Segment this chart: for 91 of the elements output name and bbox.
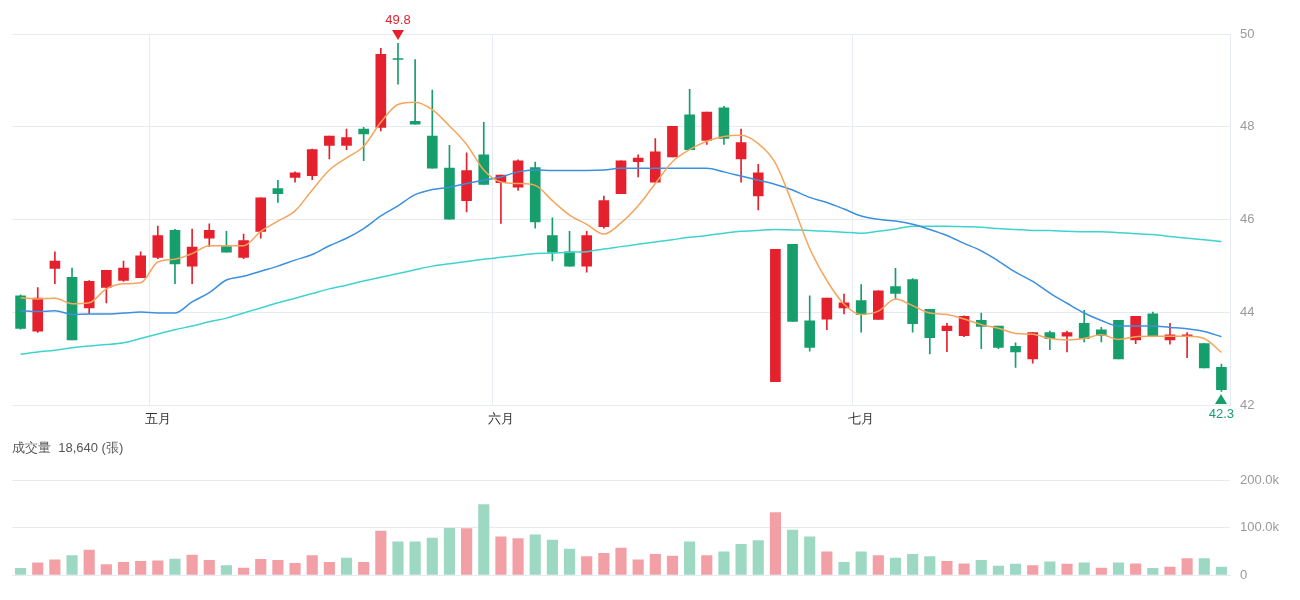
bar — [975, 560, 987, 575]
bar — [255, 559, 267, 575]
line-series — [19, 101, 1223, 354]
x-tick-label: 五月 — [144, 410, 171, 426]
bar — [718, 551, 730, 575]
y-tick-label: 0 — [1240, 566, 1248, 582]
bar — [1181, 558, 1193, 575]
bar — [512, 538, 524, 575]
bar — [546, 539, 558, 575]
y-tick-label: 50 — [1240, 25, 1255, 41]
bar — [409, 541, 421, 575]
bar — [821, 551, 833, 575]
bar — [1164, 566, 1176, 575]
bar — [684, 541, 696, 575]
bar — [1130, 563, 1142, 575]
bar — [563, 548, 576, 575]
bar — [323, 561, 335, 575]
bar — [1009, 563, 1022, 575]
y-tick-label: 100.0k — [1240, 519, 1280, 535]
y-tick-label: 200.0k — [1240, 472, 1280, 488]
bar — [992, 565, 1004, 575]
bar — [152, 560, 164, 575]
bar — [804, 536, 816, 575]
annotation: 49.8 — [385, 12, 411, 28]
bar — [598, 552, 610, 575]
bar — [392, 541, 404, 575]
bar — [1078, 562, 1090, 575]
bar — [907, 553, 919, 575]
bar — [924, 556, 936, 575]
bar — [32, 562, 44, 575]
bar — [169, 558, 181, 575]
bar — [941, 561, 953, 575]
bar — [49, 559, 61, 575]
candlestick — [1198, 343, 1210, 369]
bar — [100, 564, 112, 575]
chart-title: 成交量 18,640 (張) — [12, 440, 124, 456]
bar — [1095, 567, 1107, 575]
bar — [872, 555, 884, 575]
bar — [461, 528, 473, 575]
bar — [1044, 561, 1056, 575]
bar — [426, 537, 438, 575]
annotation: 42.3 — [1208, 405, 1235, 421]
bar — [443, 527, 456, 575]
bar — [769, 512, 781, 575]
bar — [615, 547, 627, 575]
bar — [117, 561, 130, 575]
bar — [15, 568, 27, 575]
bar — [958, 563, 970, 575]
line-series — [19, 225, 1223, 356]
bar — [1112, 562, 1125, 575]
bar — [529, 534, 541, 575]
bar — [666, 555, 679, 575]
bar — [186, 554, 198, 575]
bar — [855, 551, 867, 575]
bar — [1147, 568, 1159, 575]
bar — [289, 562, 301, 575]
bar — [135, 561, 147, 575]
bar — [83, 549, 95, 575]
bar — [581, 556, 593, 575]
bar — [478, 504, 490, 575]
x-tick-label: 六月 — [487, 410, 514, 426]
candlestick — [872, 290, 884, 320]
bar — [340, 557, 353, 575]
bar — [66, 555, 78, 575]
bar — [1027, 565, 1039, 575]
bar — [786, 529, 799, 575]
bar — [358, 561, 370, 575]
y-tick-label: 46 — [1240, 211, 1255, 227]
bar — [238, 567, 250, 575]
y-tick-label: 42 — [1240, 396, 1255, 412]
bar — [220, 565, 233, 575]
bar — [375, 530, 387, 575]
candlestick — [958, 315, 970, 338]
bar — [889, 557, 902, 575]
y-tick-label: 44 — [1240, 304, 1255, 320]
y-tick-label: 48 — [1240, 118, 1255, 134]
bar — [752, 540, 764, 575]
bar — [306, 555, 318, 575]
bar — [1198, 558, 1210, 575]
bar — [649, 553, 661, 575]
bar — [838, 561, 850, 575]
bar — [735, 543, 747, 575]
bar — [1215, 566, 1227, 575]
bar — [632, 559, 644, 575]
bar — [203, 560, 215, 575]
candlestick — [615, 160, 627, 195]
bar — [1061, 563, 1073, 575]
bar — [701, 555, 713, 575]
bar — [495, 536, 507, 575]
x-tick-label: 七月 — [848, 410, 875, 426]
bar — [272, 560, 284, 575]
